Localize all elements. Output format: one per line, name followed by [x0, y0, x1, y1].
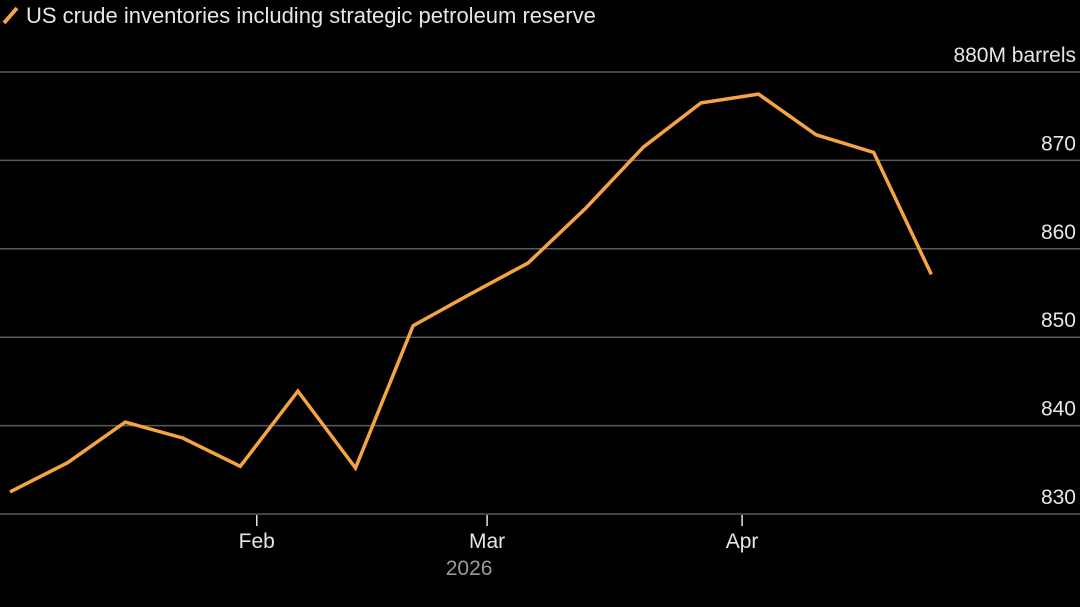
- y-tick-label-830: 830: [1041, 486, 1076, 509]
- x-tick-label-mar: Mar: [469, 530, 505, 553]
- y-tick-label-870: 870: [1041, 132, 1076, 155]
- x-axis-year-label: 2026: [446, 557, 493, 580]
- y-axis-unit-label: 880M barrels: [953, 44, 1076, 67]
- x-tick-label-feb: Feb: [239, 530, 275, 553]
- series-layer: [9, 92, 933, 494]
- y-tick-label-840: 840: [1041, 398, 1076, 421]
- axes: 830 840 850 860 870 880M barrels Feb Mar Apr 2026: [239, 44, 1076, 580]
- series-line-0: [9, 92, 933, 494]
- y-tick-label-850: 850: [1041, 309, 1076, 332]
- grid-lines: [0, 71, 1080, 515]
- legend: US crude inventories including strategic…: [2, 3, 596, 28]
- x-tick-label-apr: Apr: [726, 530, 759, 553]
- legend-label: US crude inventories including strategic…: [26, 3, 596, 28]
- y-tick-label-860: 860: [1041, 221, 1076, 244]
- legend-swatch: [2, 6, 19, 25]
